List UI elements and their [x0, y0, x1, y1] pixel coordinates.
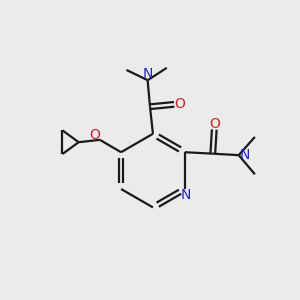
- Text: N: N: [239, 148, 250, 162]
- Text: N: N: [180, 188, 190, 203]
- Text: O: O: [209, 117, 220, 130]
- Text: O: O: [175, 98, 185, 111]
- Text: O: O: [89, 128, 100, 142]
- Text: N: N: [142, 67, 153, 81]
